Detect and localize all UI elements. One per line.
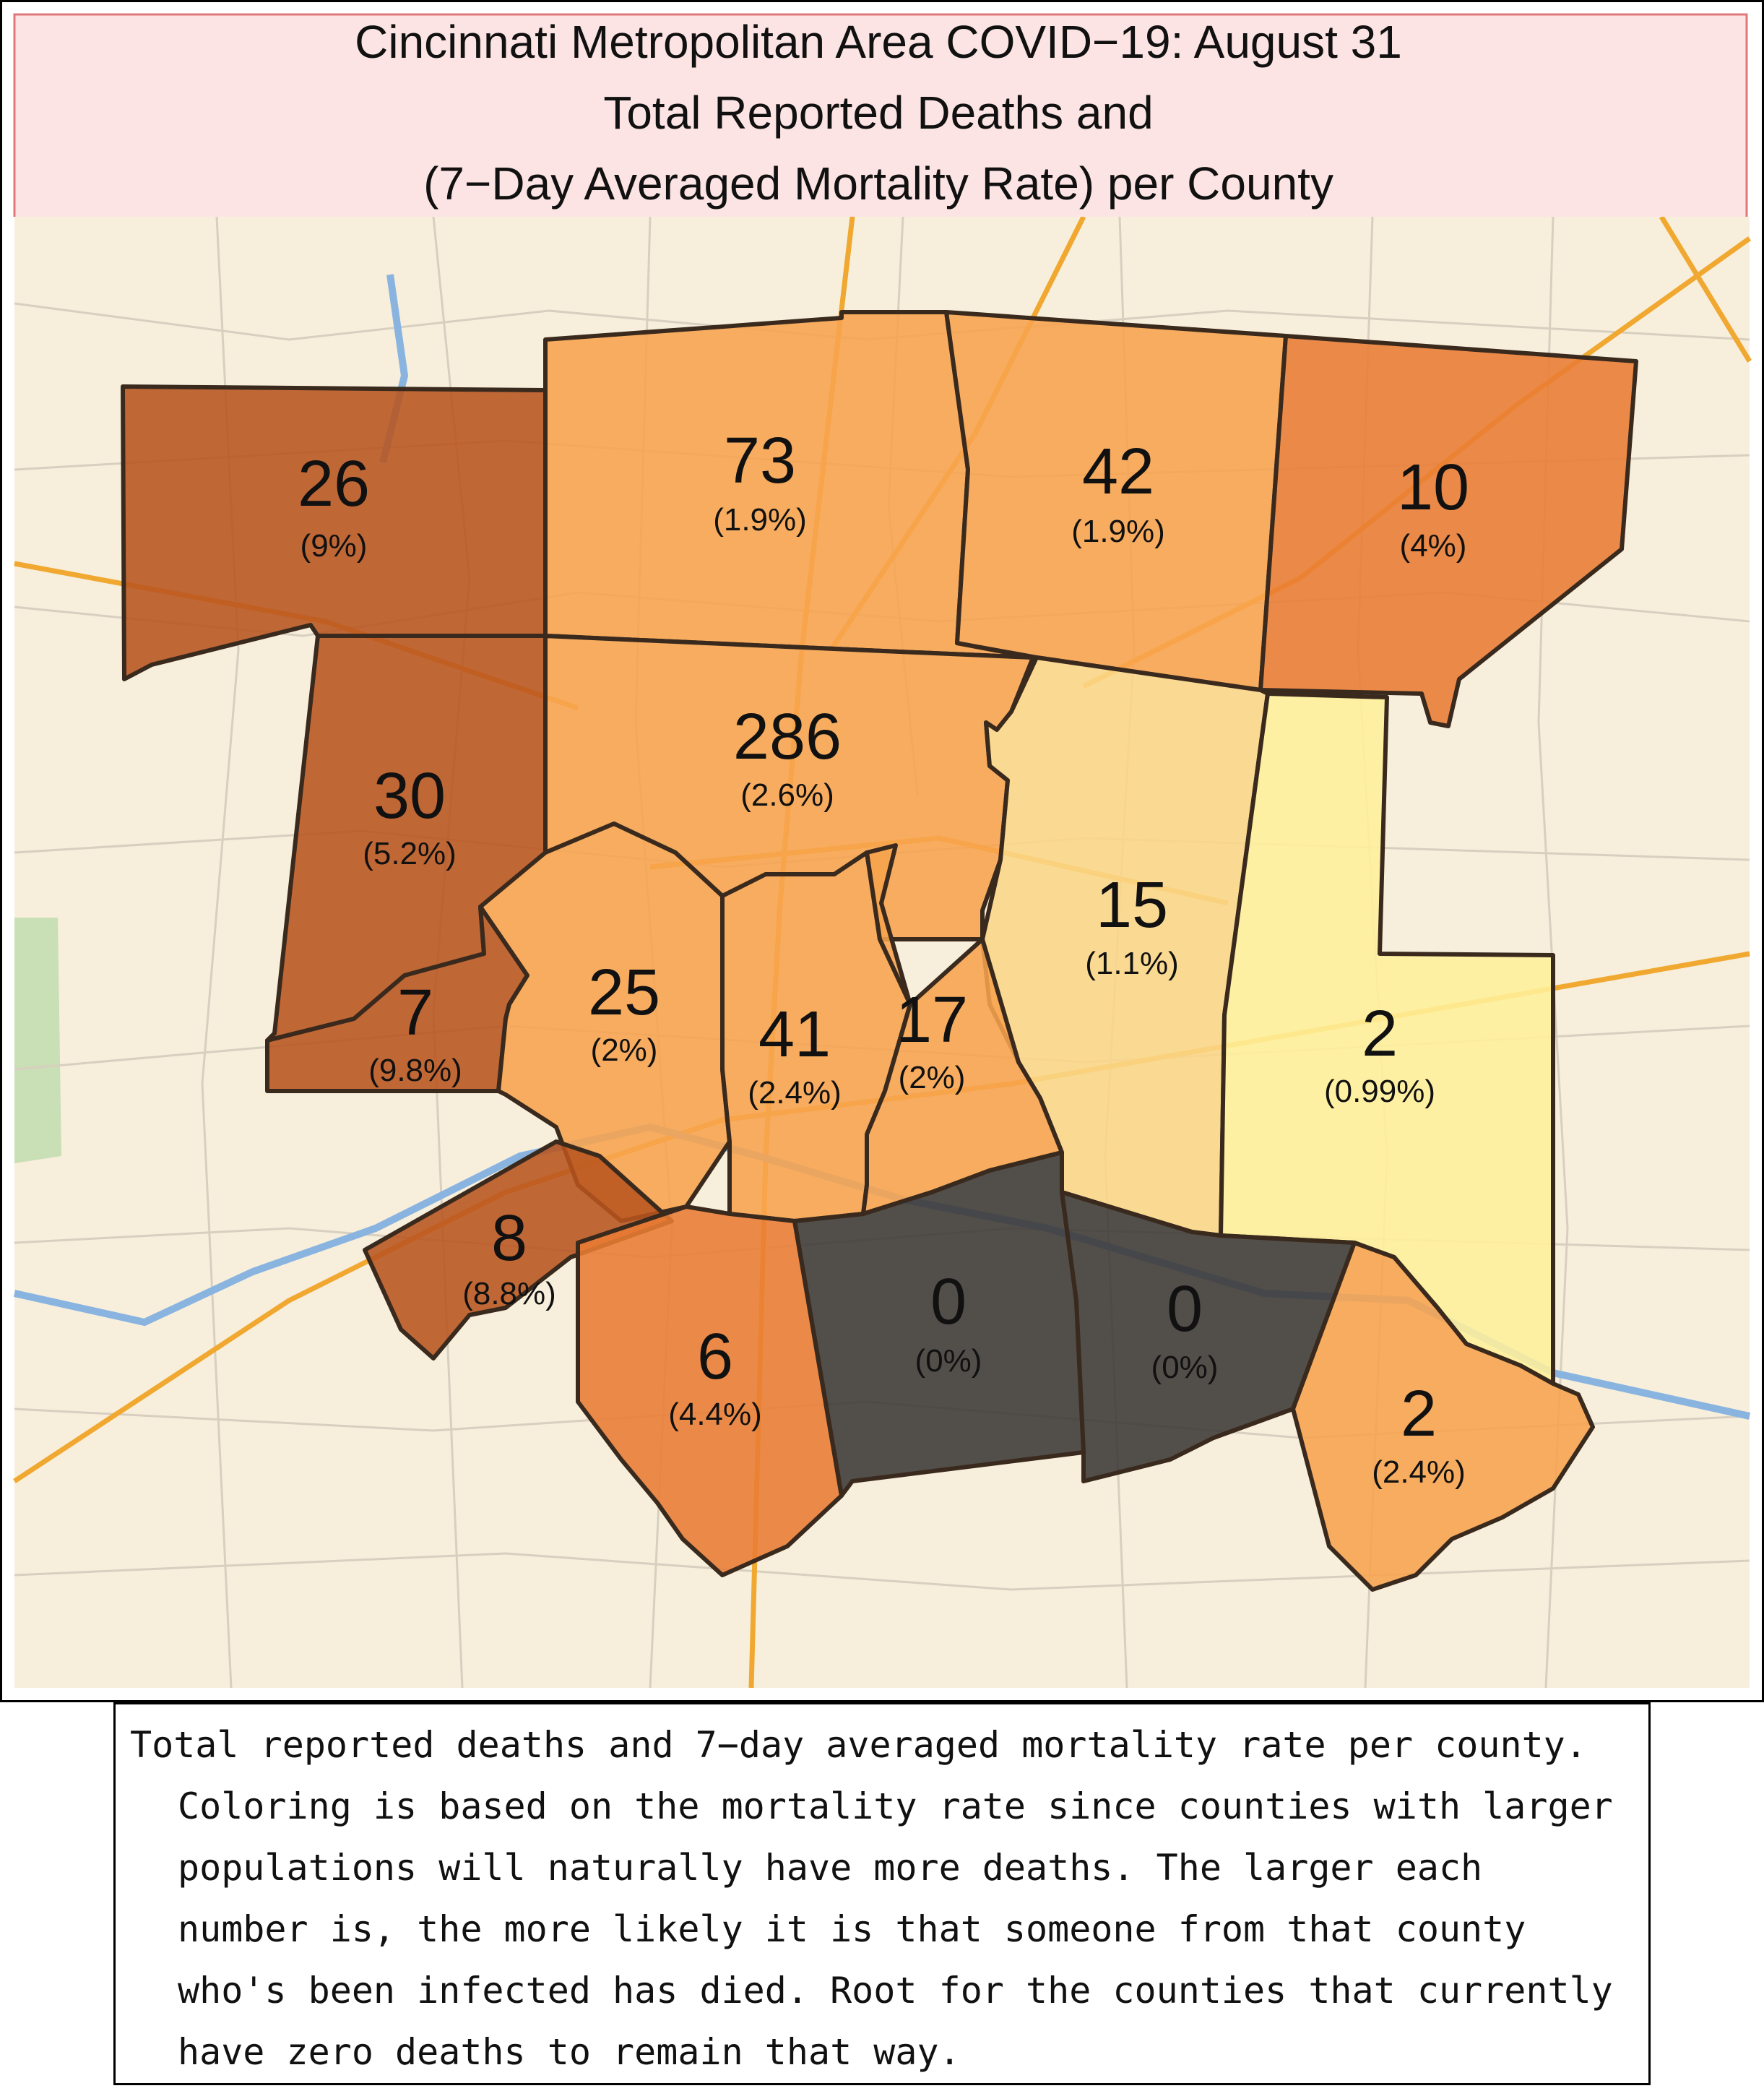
county-west-deaths: 30 (373, 760, 446, 832)
county-bracken[interactable] (1060, 1190, 1357, 1483)
county-gallatin-deaths: 8 (491, 1202, 527, 1275)
county-n-center-deaths: 73 (724, 425, 796, 497)
caption-box: Total reported deaths and 7−day averaged… (113, 1702, 1651, 2085)
county-campbell-deaths: 17 (896, 984, 968, 1056)
county-sw-small-rate: (9.8%) (368, 1053, 462, 1088)
map-canvas: 26 (9%) 73 (1.9%) 42 (1.9%) 10 (4%) 30 (… (0, 0, 1764, 1702)
county-kenton-deaths: 41 (758, 999, 831, 1071)
county-nw-rate: (9%) (301, 528, 368, 564)
county-mason-deaths: 2 (1401, 1378, 1437, 1450)
county-center-deaths: 286 (733, 701, 842, 773)
title-border (13, 13, 1748, 217)
county-pendleton-deaths: 0 (930, 1266, 967, 1338)
title-line-1: Cincinnati Metropolitan Area COVID−19: A… (355, 16, 1402, 68)
title-background (14, 14, 1747, 217)
county-n-center-rate: (1.9%) (713, 502, 807, 538)
county-boone-deaths: 25 (588, 957, 660, 1029)
county-west-rate: (5.2%) (363, 836, 457, 871)
county-gallatin-rate: (8.8%) (462, 1276, 556, 1311)
county-kenton-rate: (2.4%) (748, 1075, 842, 1111)
county-far-east-deaths: 2 (1362, 998, 1398, 1070)
county-boone-rate: (2%) (591, 1032, 658, 1068)
county-east-deaths: 15 (1096, 869, 1168, 941)
county-pendleton-rate: (0%) (915, 1343, 982, 1379)
county-n-east-rate: (1.9%) (1071, 514, 1165, 549)
county-far-east-rate: (0.99%) (1324, 1074, 1435, 1109)
title-line-3: (7−Day Averaged Mortality Rate) per Coun… (423, 158, 1333, 210)
county-bracken-deaths: 0 (1167, 1273, 1203, 1345)
county-grant-deaths: 6 (697, 1321, 733, 1393)
county-sw-small-deaths: 7 (397, 977, 433, 1049)
caption-text: Total reported deaths and 7−day averaged… (130, 1724, 1613, 2073)
title-line-2: Total Reported Deaths and (603, 87, 1153, 139)
county-n-east-deaths: 42 (1082, 436, 1154, 508)
county-ne-deaths: 10 (1397, 452, 1469, 524)
county-nw-deaths: 26 (298, 448, 370, 520)
county-mason[interactable] (1291, 1241, 1595, 1592)
county-grant[interactable] (576, 1204, 844, 1577)
county-grant-rate: (4.4%) (668, 1397, 762, 1432)
county-ne[interactable] (1258, 334, 1638, 728)
county-labels: 26 (9%) 73 (1.9%) 42 (1.9%) 10 (4%) 30 (… (298, 425, 1469, 1490)
map-frame: 26 (9%) 73 (1.9%) 42 (1.9%) 10 (4%) 30 (… (0, 0, 1764, 1702)
county-mason-rate: (2.4%) (1372, 1454, 1466, 1490)
county-ne-rate: (4%) (1400, 528, 1467, 564)
park-area (14, 918, 61, 1163)
title-band: Cincinnati Metropolitan Area COVID−19: A… (13, 13, 1748, 217)
county-bracken-rate: (0%) (1151, 1350, 1219, 1385)
county-gallatin[interactable] (363, 1139, 674, 1361)
county-center-rate: (2.6%) (740, 777, 834, 813)
counties (121, 310, 1638, 1592)
county-east-rate: (1.1%) (1085, 946, 1179, 981)
county-campbell-rate: (2%) (899, 1060, 966, 1095)
